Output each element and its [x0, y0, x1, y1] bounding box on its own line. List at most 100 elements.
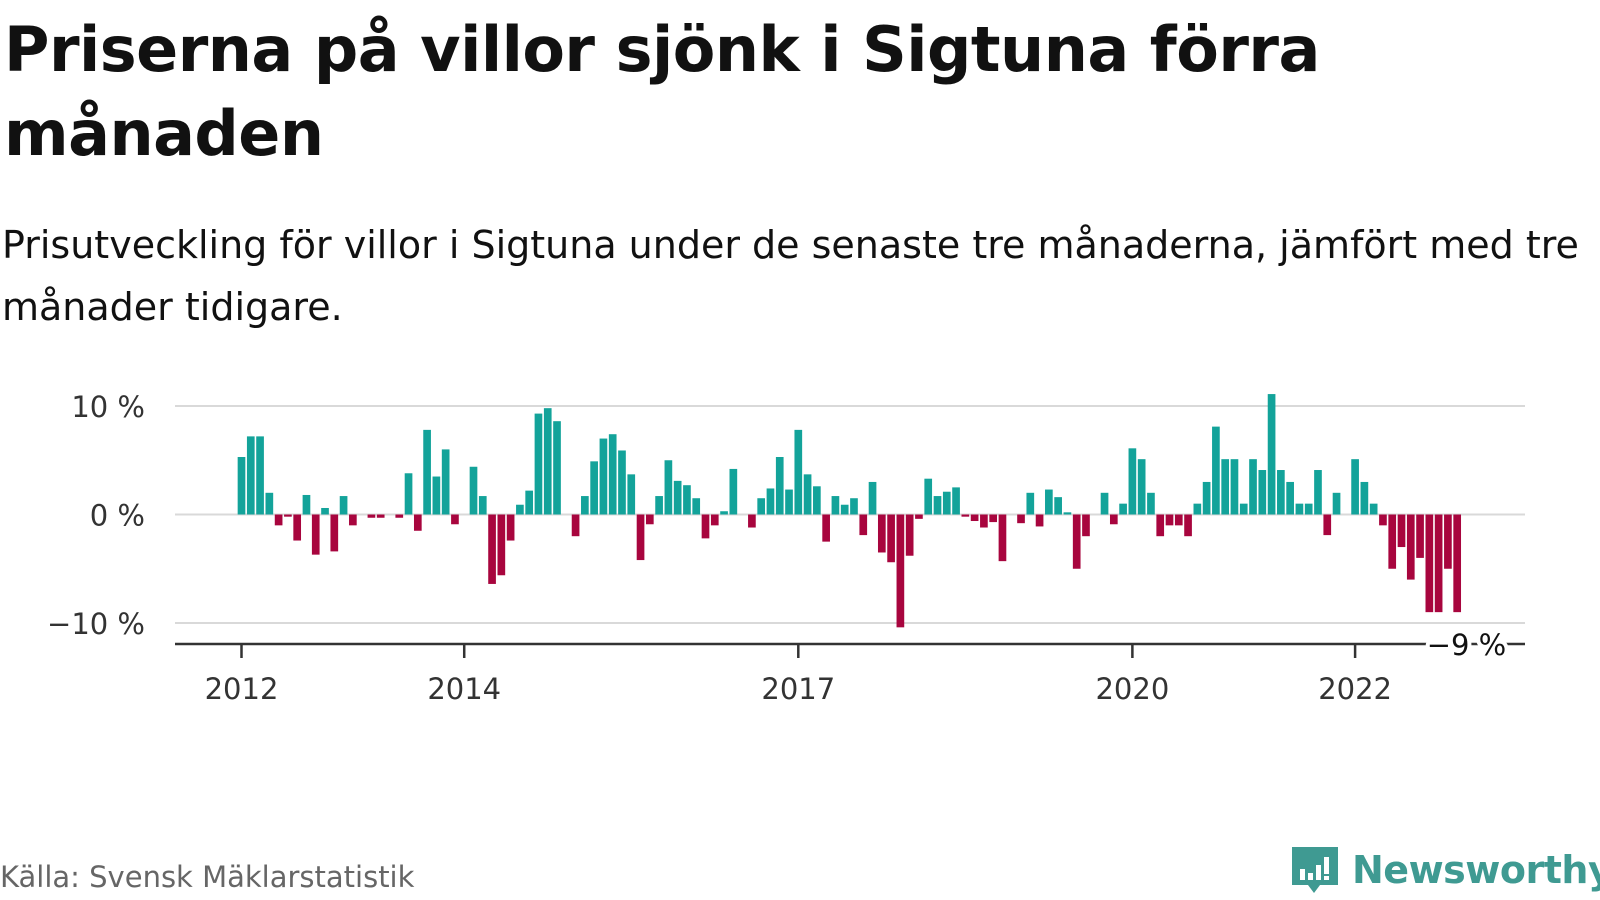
bar: [850, 498, 858, 515]
bar: [1109, 514, 1118, 525]
bar: [1425, 514, 1434, 613]
bar: [1221, 459, 1230, 515]
bar: [293, 514, 302, 541]
bar: [599, 438, 608, 515]
y-tick-label: 10 %: [71, 390, 145, 424]
bar: [877, 514, 886, 553]
bar: [237, 457, 246, 515]
bar: [859, 514, 868, 536]
bar: [534, 413, 543, 515]
bar: [1063, 512, 1072, 515]
x-tick-label: 2012: [205, 672, 279, 706]
bar: [840, 504, 849, 515]
x-tick-label: 2014: [427, 672, 501, 706]
bar: [664, 460, 673, 515]
bar: [302, 494, 311, 515]
bar: [1369, 503, 1378, 515]
chart-title: Priserna på villor sjönk i Sigtuna förra…: [4, 13, 1320, 170]
bar: [1202, 481, 1211, 515]
bar: [1277, 470, 1285, 515]
bar: [488, 514, 496, 584]
bar: [497, 514, 506, 576]
bar: [813, 486, 821, 515]
bar: [1406, 514, 1415, 580]
bar: [822, 514, 830, 542]
bar: [794, 429, 803, 515]
bar: [915, 514, 923, 519]
bar: [970, 514, 979, 522]
bar: [1434, 514, 1443, 613]
bar: [655, 496, 663, 515]
bar: [683, 485, 691, 515]
bar: [998, 514, 1007, 562]
bar: [608, 434, 617, 515]
bar: [423, 429, 431, 515]
bar: [775, 457, 784, 515]
bar: [478, 496, 487, 515]
bar: [1193, 503, 1202, 515]
bar: [1128, 448, 1137, 515]
bar: [590, 461, 598, 515]
bar: [1397, 514, 1406, 548]
annotation: −9 %: [1423, 624, 1511, 666]
bar: [1035, 514, 1044, 527]
y-tick-label: −10 %: [47, 607, 145, 641]
bar: [785, 489, 793, 515]
bar: [1379, 514, 1387, 526]
bar: [1026, 492, 1035, 515]
bar: [1388, 514, 1397, 569]
bar: [831, 496, 840, 515]
bar: [1314, 470, 1322, 515]
bar: [1444, 514, 1452, 569]
bar: [887, 514, 895, 563]
source-note: Källa: Svensk Mäklarstatistik: [0, 860, 415, 894]
bar: [1230, 459, 1239, 515]
bar: [516, 504, 524, 515]
bar: [1360, 481, 1369, 515]
bar: [1082, 514, 1090, 537]
bar: [692, 498, 701, 515]
bar: [525, 490, 534, 515]
bar: [924, 478, 933, 515]
bar: [1267, 394, 1276, 515]
bar: [376, 514, 385, 518]
newsworthy-logo-icon: [1292, 847, 1338, 893]
bar: [1286, 481, 1294, 515]
bar: [339, 496, 348, 515]
bar: [1174, 514, 1183, 526]
bars: [237, 394, 1462, 628]
bar: [1351, 459, 1359, 515]
bar: [265, 492, 274, 515]
bar: [1332, 492, 1341, 515]
x-axis: 2012 2014 2017 2020 2022: [175, 642, 1525, 706]
bar: [1017, 514, 1025, 524]
bar: [1453, 514, 1462, 613]
bar: [543, 408, 552, 515]
bar: [720, 511, 728, 515]
newsworthy-logo[interactable]: Newsworthy: [1290, 842, 1600, 898]
last-value-label: −9 %: [1427, 628, 1507, 662]
bar: [274, 514, 283, 526]
y-axis-labels: 10 % 0 % −10 %: [47, 390, 145, 641]
bar: [553, 421, 561, 515]
bar: [469, 466, 478, 515]
bar: [246, 436, 255, 515]
bar: [905, 514, 914, 556]
bar: [729, 468, 738, 515]
bar: [868, 481, 877, 515]
bar: [748, 514, 756, 528]
bar: [980, 514, 988, 528]
bar-chart: 10 % 0 % −10 % 2012 2014 2017 2020 2022 −9 %: [47, 390, 1525, 706]
bar: [330, 514, 339, 552]
bar: [432, 476, 441, 515]
bar: [1304, 503, 1313, 515]
y-tick-label: 0 %: [90, 499, 145, 533]
bar: [710, 514, 719, 526]
bar: [1045, 489, 1053, 515]
bar: [581, 496, 589, 515]
bar: [1156, 514, 1165, 537]
x-tick-label: 2022: [1318, 672, 1392, 706]
bar: [395, 514, 404, 518]
bar: [1184, 514, 1192, 537]
chart-subtitle: Prisutveckling för villor i Sigtuna unde…: [2, 223, 1579, 329]
